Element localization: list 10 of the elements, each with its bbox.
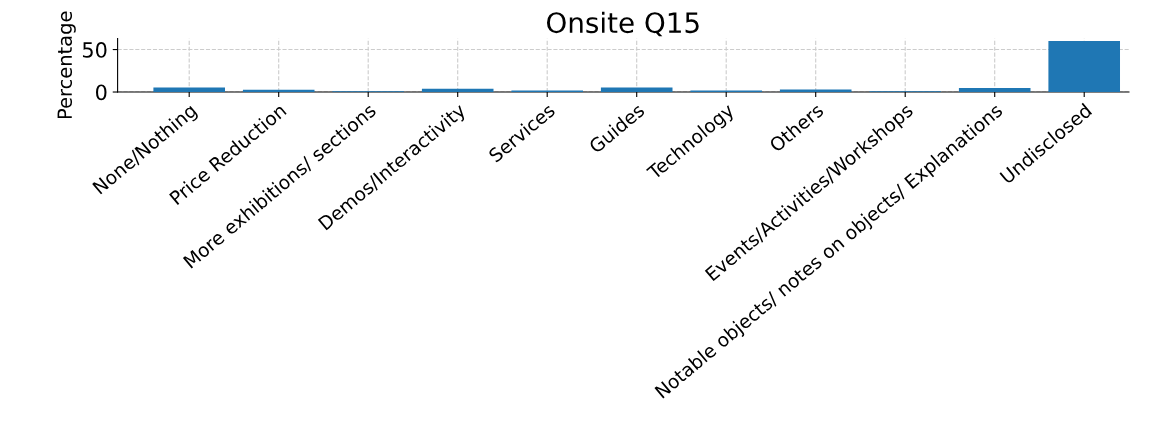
y-axis-title: Percentage <box>57 11 76 119</box>
y-tick-label: 0 <box>96 84 107 101</box>
bar <box>600 87 673 93</box>
bar <box>242 89 315 93</box>
bar <box>153 87 225 93</box>
bar <box>958 88 1031 93</box>
y-tick-label: 50 <box>82 42 107 58</box>
bar <box>1048 41 1121 93</box>
chart-title: Onsite Q15 <box>547 11 699 37</box>
bar <box>421 88 494 93</box>
